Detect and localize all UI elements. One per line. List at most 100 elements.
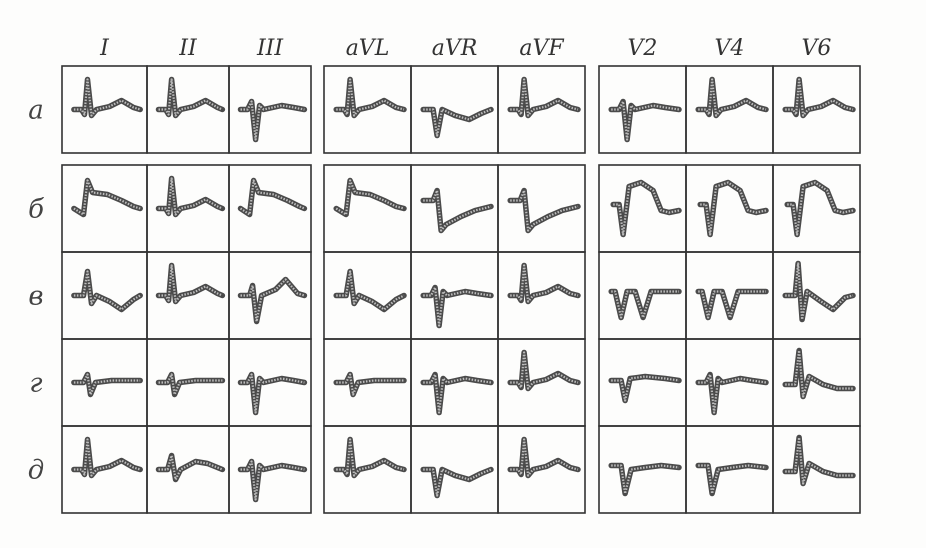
cell-border: [497, 425, 586, 514]
ecg-trace: [333, 436, 407, 479]
lead-label-i: I: [99, 36, 110, 61]
ecg-cell-row3-v6: [772, 338, 861, 427]
lead-label-avf: aVF: [519, 36, 564, 61]
ecg-trace: [71, 371, 143, 398]
ecg-cell-row2-avl: [323, 251, 412, 340]
cell-border: [598, 164, 687, 253]
ecg-cell-row3-v2: [598, 338, 687, 427]
ecg-trace-texture: [73, 78, 141, 117]
ecg-trace-texture: [423, 108, 492, 137]
ecg-trace: [155, 76, 226, 119]
ecg-cell-row0-avl: [323, 65, 412, 154]
ecg-trace-texture: [240, 460, 305, 501]
ecg-cell-row4-avr: [410, 425, 499, 514]
ecg-trace-texture: [510, 264, 579, 303]
ecg-trace-texture: [423, 286, 492, 327]
ecg-trace-texture: [698, 78, 767, 117]
ecg-trace-texture: [785, 436, 853, 485]
row-label-3: г: [29, 369, 42, 399]
ecg-cell-row0-v2: [598, 65, 687, 154]
ecg-trace-texture: [785, 78, 854, 117]
cell-border: [772, 164, 861, 253]
ecg-cell-row3-ii: [146, 338, 230, 427]
ecg-trace-texture: [698, 290, 766, 319]
cell-border: [228, 425, 312, 514]
ecg-trace-texture: [158, 177, 223, 216]
row-label-2: в: [28, 282, 43, 312]
ecg-trace-texture: [73, 373, 141, 396]
cell-border: [685, 251, 774, 340]
cell-border: [228, 65, 312, 154]
ecg-trace: [71, 76, 143, 119]
ecg-trace: [333, 371, 407, 398]
ecg-cell-row2-v4: [685, 251, 774, 340]
lead-label-avl: aVL: [346, 36, 390, 61]
ecg-trace-texture: [336, 78, 405, 117]
lead-label-iii: III: [256, 36, 284, 61]
ecg-trace-texture: [510, 351, 579, 390]
ecg-cell-row1-avl: [323, 164, 412, 253]
ecg-trace-texture: [611, 464, 680, 495]
ecg-trace: [333, 76, 407, 119]
ecg-trace: [420, 466, 494, 499]
ecg-trace: [507, 187, 581, 234]
ecg-trace-texture: [423, 468, 492, 497]
ecg-cell-row1-ii: [146, 164, 230, 253]
ecg-trace-texture: [423, 373, 492, 414]
ecg-cell-row2-avf: [497, 251, 586, 340]
row-labels: а б в г д: [28, 96, 44, 486]
ecg-cell-row1-v6: [772, 164, 861, 253]
ecg-trace: [608, 462, 682, 497]
ecg-trace-texture: [785, 262, 854, 321]
cell-border: [772, 65, 861, 154]
ecg-cell-row1-avf: [497, 164, 586, 253]
ecg-trace-texture: [240, 278, 305, 323]
ecg-cell-row2-v2: [598, 251, 687, 340]
ecg-trace: [782, 76, 856, 119]
ecg-cell-row4-iii: [228, 425, 312, 514]
ecg-trace: [507, 349, 581, 392]
ecg-trace-texture: [239, 179, 305, 216]
ecg-trace: [695, 76, 769, 119]
ecg-trace-texture: [336, 438, 405, 477]
ecg-cell-row1-v4: [685, 164, 774, 253]
ecg-trace-texture: [510, 78, 579, 117]
ecg-trace-texture: [336, 373, 404, 396]
ecg-cell-row4-i: [61, 425, 148, 514]
ecg-cell-row0-ii: [146, 65, 230, 154]
ecg-trace-texture: [613, 181, 680, 236]
cell-border: [598, 251, 687, 340]
ecg-cell-row4-v6: [772, 425, 861, 514]
ecg-cell-row4-ii: [146, 425, 230, 514]
ecg-trace: [695, 462, 769, 497]
ecg-trace-texture: [700, 181, 767, 236]
lead-label-ii: II: [178, 36, 198, 61]
ecg-trace-texture: [335, 179, 405, 216]
lead-labels: I II III aVL aVR aVF V2 V4 V6: [99, 36, 831, 61]
ecg-cell-row2-ii: [146, 251, 230, 340]
ecg-cell-row0-i: [61, 65, 148, 154]
ecg-trace-texture: [158, 373, 223, 396]
ecg-trace-texture: [611, 375, 680, 402]
ecg-cell-row3-v4: [685, 338, 774, 427]
ecg-trace: [71, 268, 143, 313]
lead-label-v4: V4: [715, 36, 745, 61]
ecg-trace: [333, 177, 407, 218]
row-label-4: д: [28, 456, 44, 486]
ecg-cell-row2-avr: [410, 251, 499, 340]
ecg-cell-row0-avf: [497, 65, 586, 154]
ecg-trace-texture: [73, 270, 141, 311]
ecg-trace-texture: [240, 100, 305, 141]
ecg-trace-texture: [611, 100, 680, 141]
ecg-cell-row4-avf: [497, 425, 586, 514]
ecg-cell-row2-v6: [772, 251, 861, 340]
ecg-trace-texture: [336, 270, 405, 311]
cell-border: [497, 65, 586, 154]
lead-label-v6: V6: [802, 36, 832, 61]
ecg-cell-row1-avr: [410, 164, 499, 253]
ecg-trace-texture: [698, 373, 767, 414]
ecg-cell-row4-v2: [598, 425, 687, 514]
ecg-trace-texture: [158, 78, 223, 117]
